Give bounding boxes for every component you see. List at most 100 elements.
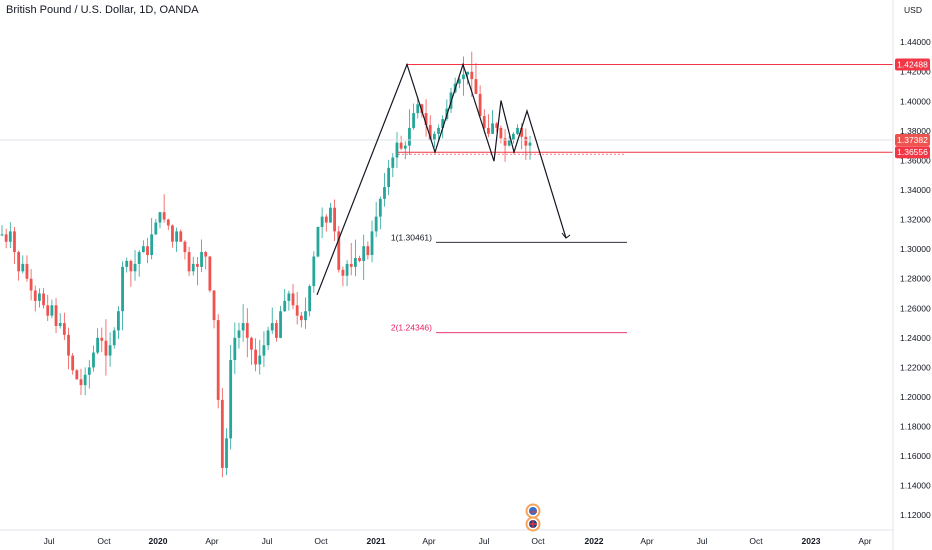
candle: [196, 257, 199, 286]
candle: [42, 288, 45, 309]
candle: [316, 226, 320, 258]
candle: [4, 228, 8, 249]
target-label: 1(1.30461): [391, 232, 432, 242]
candle: [187, 246, 191, 276]
candle: [83, 367, 87, 396]
candle: [29, 269, 33, 301]
candle: [511, 132, 515, 144]
candle: [299, 311, 303, 328]
candle: [366, 241, 370, 260]
us-flag-icon: [525, 503, 541, 519]
candle: [13, 227, 16, 265]
candle: [424, 99, 428, 137]
candle: [412, 103, 415, 130]
price-badge: 1.42488: [895, 58, 930, 71]
candle: [117, 306, 120, 340]
pattern-zigzag-line[interactable]: [316, 62, 567, 296]
candle: [329, 202, 332, 223]
candle: [516, 124, 519, 135]
y-tick-label: 1.16000: [900, 451, 931, 461]
candle: [54, 298, 58, 334]
candle: [233, 322, 237, 375]
target-level[interactable]: 1(1.30461): [391, 232, 627, 243]
candle: [8, 222, 12, 248]
x-tick-label: 2021: [367, 536, 386, 546]
y-tick-label: 1.22000: [900, 362, 931, 372]
candle: [362, 234, 366, 280]
candle: [171, 224, 174, 248]
y-tick-label: 1.30000: [900, 244, 931, 254]
candle: [274, 319, 278, 342]
candle: [0, 225, 4, 237]
target-levels[interactable]: 1(1.30461) 2(1.24346): [391, 232, 627, 334]
candle: [353, 239, 357, 277]
candle: [349, 243, 353, 276]
candle: [291, 284, 295, 310]
candle: [470, 51, 474, 97]
time-axis[interactable]: Jul Oct 2020 Apr Jul Oct 2021 Apr Jul Oct 2022 Apr J…: [0, 529, 893, 546]
candle: [462, 56, 465, 96]
candle: [370, 220, 374, 263]
y-tick-label: 1.24000: [900, 333, 931, 343]
chart-pattern-drawing[interactable]: [316, 62, 571, 296]
x-tick-label: Oct: [314, 536, 328, 546]
price-axis[interactable]: 1.44000 1.42000 1.40000 1.38000 1.36000 1.340…: [892, 0, 931, 550]
candle: [270, 307, 274, 335]
price-badges: 1.42488 1.37382 1.36556: [895, 58, 930, 159]
candle: [208, 255, 212, 293]
y-tick-label: 1.14000: [900, 481, 931, 491]
candle: [487, 114, 490, 138]
price-badge: 1.37382: [895, 134, 930, 147]
currency-logos: [525, 503, 541, 532]
candle: [341, 266, 345, 287]
candle: [146, 237, 149, 264]
candle: [108, 332, 112, 367]
y-tick-label: 1.38000: [900, 126, 931, 136]
candle: [337, 226, 341, 273]
candle: [58, 313, 62, 329]
candle: [225, 428, 228, 476]
candle: [333, 199, 336, 241]
candle: [133, 250, 137, 281]
y-tick-label: 1.26000: [900, 303, 931, 313]
candle: [17, 250, 21, 281]
candle: [478, 85, 482, 117]
y-tick-label: 1.28000: [900, 274, 931, 284]
x-tick-label: Apr: [422, 536, 435, 546]
y-tick-label: 1.20000: [900, 392, 931, 402]
candle: [25, 255, 29, 282]
candle: [191, 256, 195, 276]
x-tick-label: Oct: [97, 536, 111, 546]
candle: [220, 388, 224, 478]
x-tick-label: 2020: [149, 536, 168, 546]
candle: [67, 327, 70, 370]
candle: [50, 299, 54, 319]
candle: [491, 109, 494, 135]
y-tick-label: 1.18000: [900, 422, 931, 432]
candle: [21, 255, 25, 274]
candle: [507, 135, 511, 147]
y-tick-label: 1.12000: [900, 510, 931, 520]
candle: [258, 339, 262, 375]
price-badge-label: 1.42488: [897, 60, 928, 70]
candle: [71, 353, 75, 375]
horizontal-levels[interactable]: [0, 64, 893, 155]
candle: [254, 338, 258, 372]
candle: [179, 229, 183, 242]
symbol-title[interactable]: British Pound / U.S. Dollar, 1D, OANDA: [6, 4, 199, 16]
candle: [524, 128, 528, 160]
target-level[interactable]: 2(1.24346): [391, 323, 627, 334]
candle: [104, 319, 108, 376]
x-tick-label: Jul: [479, 536, 490, 546]
x-tick-label: Oct: [749, 536, 763, 546]
target-label: 2(1.24346): [391, 323, 432, 333]
candle: [75, 368, 79, 380]
y-tick-label: 1.32000: [900, 215, 931, 225]
currency-label[interactable]: USD: [904, 5, 922, 15]
candle: [216, 314, 220, 409]
candle: [96, 328, 100, 355]
candle: [150, 217, 154, 260]
candle: [62, 312, 66, 341]
candle: [374, 201, 378, 238]
